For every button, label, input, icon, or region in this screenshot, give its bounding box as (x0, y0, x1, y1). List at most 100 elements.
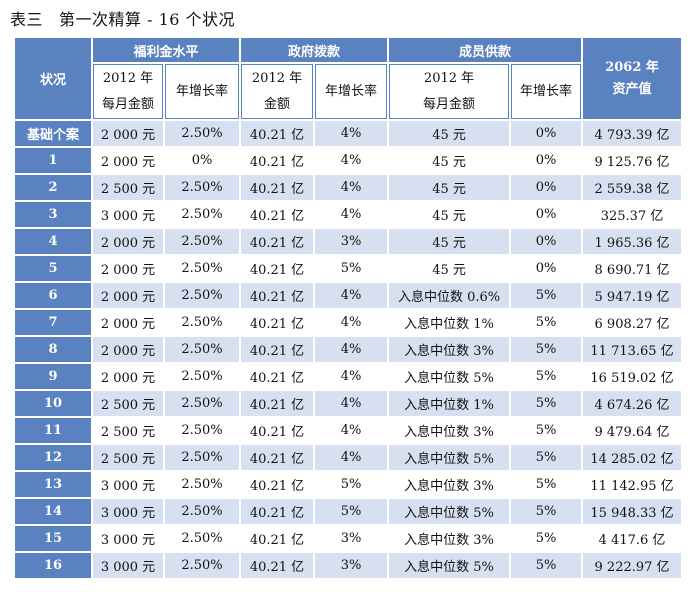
row-label: 4 (15, 229, 91, 254)
cell-member-amount: 45 元 (389, 148, 510, 173)
row-label: 9 (15, 364, 91, 389)
cell-welfare-growth: 2.50% (165, 121, 240, 146)
cell-gov-growth: 3% (315, 553, 388, 578)
header-assets-line1: 2062 年 (605, 59, 659, 75)
cell-welfare-growth: 2.50% (165, 310, 240, 335)
header-government-grant: 政府拨款 (241, 38, 388, 62)
row-label: 14 (15, 499, 91, 524)
cell-assets: 9 222.97 亿 (583, 553, 682, 578)
cell-member-growth: 5% (511, 283, 582, 308)
cell-assets: 16 519.02 亿 (583, 364, 682, 389)
cell-assets: 325.37 亿 (583, 202, 682, 227)
cell-welfare-amount: 2 000 元 (93, 364, 163, 389)
header-scenario: 状况 (15, 38, 91, 119)
header-member-contribution: 成员供款 (389, 38, 582, 62)
cell-assets: 15 948.33 亿 (583, 499, 682, 524)
cell-assets: 8 690.71 亿 (583, 256, 682, 281)
cell-gov-growth: 4% (315, 445, 388, 470)
cell-member-growth: 5% (511, 553, 582, 578)
subheader-member-amount-line2: 每月金额 (423, 96, 476, 112)
cell-welfare-growth: 2.50% (165, 256, 240, 281)
cell-welfare-growth: 2.50% (165, 418, 240, 443)
cell-welfare-growth: 2.50% (165, 175, 240, 200)
cell-gov-growth: 4% (315, 175, 388, 200)
table-row: 14 3 000 元 2.50% 40.21 亿 5% 入息中位数 5% 5% 15 948.… (15, 499, 682, 524)
cell-gov-growth: 4% (315, 202, 388, 227)
row-label: 10 (15, 391, 91, 416)
cell-gov-growth: 3% (315, 229, 388, 254)
cell-member-growth: 0% (511, 175, 582, 200)
subheader-member-amount: 2012 年 每月金额 (389, 64, 510, 119)
cell-welfare-amount: 3 000 元 (93, 526, 163, 551)
cell-gov-growth: 4% (315, 418, 388, 443)
cell-member-amount: 45 元 (389, 202, 510, 227)
subheader-welfare-amount-line2: 每月金额 (101, 96, 154, 112)
cell-assets: 1 965.36 亿 (583, 229, 682, 254)
cell-welfare-amount: 2 500 元 (93, 445, 163, 470)
row-label: 13 (15, 472, 91, 497)
subheader-gov-amount-line1: 2012 年 (251, 70, 303, 86)
cell-gov-amount: 40.21 亿 (241, 553, 314, 578)
cell-assets: 11 713.65 亿 (583, 337, 682, 362)
subheader-welfare-amount: 2012 年 每月金额 (93, 64, 163, 119)
cell-welfare-amount: 2 000 元 (93, 337, 163, 362)
cell-member-growth: 5% (511, 364, 582, 389)
cell-member-growth: 5% (511, 310, 582, 335)
cell-assets: 5 947.19 亿 (583, 283, 682, 308)
cell-assets: 4 417.6 亿 (583, 526, 682, 551)
cell-welfare-growth: 2.50% (165, 337, 240, 362)
cell-member-growth: 0% (511, 148, 582, 173)
row-label: 7 (15, 310, 91, 335)
cell-welfare-growth: 2.50% (165, 526, 240, 551)
cell-member-amount: 入息中位数 3% (389, 526, 510, 551)
cell-member-growth: 0% (511, 202, 582, 227)
cell-member-growth: 5% (511, 472, 582, 497)
row-label: 12 (15, 445, 91, 470)
subheader-welfare-amount-line1: 2012 年 (102, 70, 154, 86)
cell-member-growth: 5% (511, 337, 582, 362)
cell-welfare-amount: 3 000 元 (93, 553, 163, 578)
cell-assets: 4 793.39 亿 (583, 121, 682, 146)
cell-welfare-growth: 2.50% (165, 391, 240, 416)
cell-assets: 11 142.95 亿 (583, 472, 682, 497)
cell-welfare-amount: 2 000 元 (93, 283, 163, 308)
cell-gov-amount: 40.21 亿 (241, 175, 314, 200)
table-row: 11 2 500 元 2.50% 40.21 亿 4% 入息中位数 3% 5% 9 479.6… (15, 418, 682, 443)
cell-gov-amount: 40.21 亿 (241, 364, 314, 389)
cell-welfare-amount: 3 000 元 (93, 202, 163, 227)
table-row: 15 3 000 元 2.50% 40.21 亿 3% 入息中位数 3% 5% 4 417.6… (15, 526, 682, 551)
subheader-member-amount-line1: 2012 年 (423, 70, 475, 86)
cell-welfare-amount: 2 000 元 (93, 121, 163, 146)
table-row: 16 3 000 元 2.50% 40.21 亿 3% 入息中位数 5% 5% 9 222.9… (15, 553, 682, 578)
cell-member-growth: 5% (511, 391, 582, 416)
cell-gov-amount: 40.21 亿 (241, 310, 314, 335)
row-label: 8 (15, 337, 91, 362)
table-row: 12 2 500 元 2.50% 40.21 亿 4% 入息中位数 5% 5% 14 285.… (15, 445, 682, 470)
cell-gov-growth: 5% (315, 472, 388, 497)
cell-member-amount: 入息中位数 3% (389, 418, 510, 443)
cell-gov-growth: 4% (315, 310, 388, 335)
row-label: 6 (15, 283, 91, 308)
cell-gov-growth: 4% (315, 148, 388, 173)
cell-gov-amount: 40.21 亿 (241, 445, 314, 470)
cell-gov-growth: 4% (315, 121, 388, 146)
subheader-welfare-growth: 年增长率 (165, 64, 240, 119)
cell-member-amount: 入息中位数 3% (389, 472, 510, 497)
cell-welfare-amount: 2 500 元 (93, 418, 163, 443)
cell-gov-amount: 40.21 亿 (241, 472, 314, 497)
cell-welfare-growth: 2.50% (165, 202, 240, 227)
cell-member-amount: 入息中位数 5% (389, 364, 510, 389)
cell-assets: 4 674.26 亿 (583, 391, 682, 416)
table-row: 13 3 000 元 2.50% 40.21 亿 5% 入息中位数 3% 5% 11 142.… (15, 472, 682, 497)
cell-gov-growth: 5% (315, 499, 388, 524)
cell-member-growth: 0% (511, 229, 582, 254)
cell-gov-amount: 40.21 亿 (241, 229, 314, 254)
cell-gov-amount: 40.21 亿 (241, 418, 314, 443)
cell-member-amount: 45 元 (389, 229, 510, 254)
